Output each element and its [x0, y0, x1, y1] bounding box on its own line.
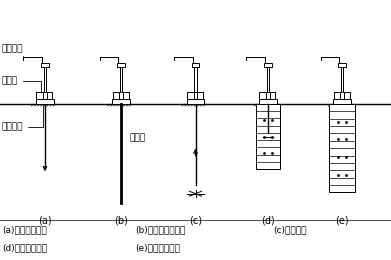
Bar [267, 67, 269, 92]
Bar [47, 92, 52, 99]
Bar [194, 67, 197, 92]
Bar [338, 63, 346, 67]
Text: (e)旋妗结束成桩: (e)旋妗结束成桩 [135, 244, 180, 253]
Bar [41, 63, 49, 67]
Bar [333, 99, 351, 104]
Bar [36, 99, 54, 104]
Bar [334, 92, 340, 99]
Bar [187, 99, 204, 104]
Text: (b)钒孔至设计高程: (b)钒孔至设计高程 [135, 226, 185, 235]
Bar [197, 92, 203, 99]
Bar [36, 92, 43, 99]
Text: (c): (c) [189, 216, 202, 226]
Bar [259, 99, 277, 104]
Text: (c)旋妗开始: (c)旋妗开始 [274, 226, 307, 235]
Text: (b): (b) [114, 216, 128, 226]
Text: 压浆车: 压浆车 [1, 76, 41, 93]
Bar [44, 67, 46, 92]
Text: (a)钒机就位钒孔: (a)钒机就位钒孔 [2, 226, 47, 235]
Text: (d)边旋妗边提升: (d)边旋妗边提升 [2, 244, 47, 253]
Bar [330, 104, 355, 192]
Text: (e): (e) [335, 216, 349, 226]
Bar [113, 92, 119, 99]
Bar [113, 99, 130, 104]
Text: 旋妗管: 旋妗管 [130, 133, 146, 142]
Bar [264, 63, 272, 67]
Bar [270, 92, 275, 99]
Text: 高压胶管: 高压胶管 [1, 44, 23, 57]
Bar [120, 67, 122, 92]
Bar [256, 104, 280, 169]
Bar [117, 63, 125, 67]
Text: (d): (d) [261, 216, 275, 226]
Bar [187, 92, 194, 99]
Bar [341, 67, 343, 92]
Bar [259, 92, 266, 99]
Bar [344, 92, 350, 99]
Text: 钒孔机械: 钒孔机械 [1, 106, 43, 131]
Text: (a): (a) [38, 216, 52, 226]
Bar [192, 63, 199, 67]
Bar [123, 92, 129, 99]
